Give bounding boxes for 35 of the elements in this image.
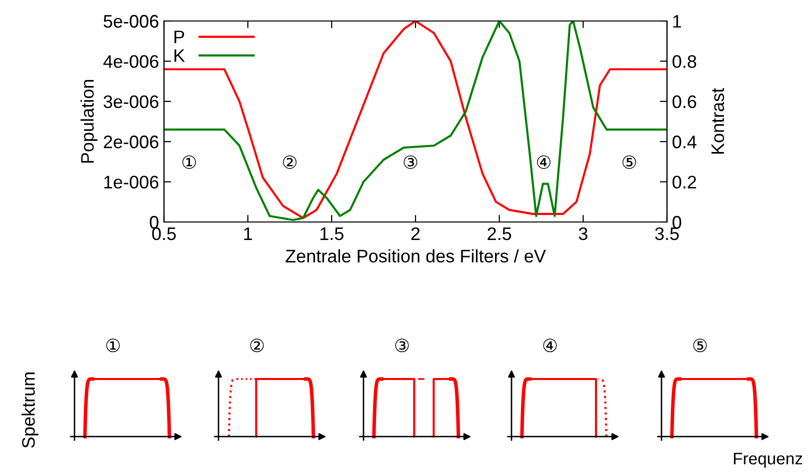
annotation: ① [182,155,196,169]
x-tick-label: 1.5 [320,228,344,240]
y2-tick-label: 0.2 [672,176,696,189]
y-axis-title: Population [80,80,98,163]
annotation: ⑤ [622,155,636,169]
annotation: ④ [537,155,551,169]
y2-tick-label: 0.8 [672,55,696,68]
y-tick-label: 3e-006 [104,95,158,108]
x-tick-label: 3.5 [655,227,679,240]
y2-tick-label: 0.4 [672,136,696,148]
x-tick-label: 2.5 [488,227,512,240]
text: ② [250,338,264,352]
x-tick-label: 3 [578,227,588,240]
text: ④ [543,338,557,352]
x-axis-title: Zentrale Position des Filters / eV [286,249,546,263]
x-tick-label: 2 [411,227,420,240]
y-tick-label: 1e-006 [104,176,158,189]
text: Frequenz [734,452,802,468]
annotation: ③ [404,155,418,169]
text: Spektrum [22,372,38,448]
y2-tick-label: 1 [673,15,682,28]
y-tick-label: 2e-006 [104,136,158,148]
y2-axis-title: Kontrast [712,88,724,154]
x-tick-label: 1 [244,228,252,240]
y-tick-label: 5e-006 [104,14,158,28]
annotation: ② [282,155,297,169]
text: ⑤ [693,338,707,352]
y2-tick-label: 0.6 [672,95,696,108]
y-tick-label: 0 [150,216,158,229]
y-tick-label: 4e-006 [103,55,158,68]
legend-label: P [174,30,184,44]
text: ③ [395,338,409,352]
text: ① [106,338,120,352]
legend-label: K [174,49,185,62]
x-tick-label: 0.5 [152,227,176,240]
